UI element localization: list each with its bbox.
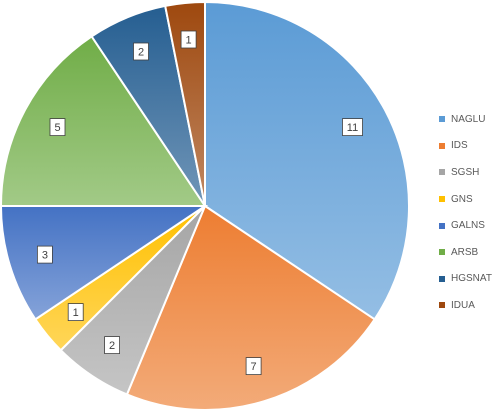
- svg-text:11: 11: [347, 122, 358, 134]
- legend-swatch: [439, 249, 445, 256]
- data-label-hgsnat: 2: [133, 42, 149, 61]
- legend-swatch: [439, 302, 445, 309]
- legend-item-gns: GNS: [439, 186, 492, 213]
- legend-item-arsb: ARSB: [439, 239, 492, 266]
- data-label-idua: 1: [180, 30, 197, 49]
- pie-slice-galns: [0, 205, 209, 321]
- legend-item-idua: IDUA: [439, 292, 492, 319]
- legend-label: HGSNAT: [451, 273, 492, 285]
- legend-label: SGSH: [451, 166, 480, 178]
- legend-label: ARSB: [451, 246, 479, 258]
- svg-text:1: 1: [186, 35, 192, 47]
- legend-item-ids: IDS: [439, 133, 492, 160]
- legend-label: IDUA: [451, 299, 475, 311]
- legend-swatch: [439, 116, 445, 123]
- legend-swatch: [439, 222, 445, 229]
- data-label-galns: 3: [37, 245, 53, 264]
- svg-text:2: 2: [138, 47, 144, 59]
- data-label-arsb: 5: [49, 118, 66, 136]
- pie-slices: [0, 0, 410, 410]
- pie-slice-ids: [125, 204, 377, 410]
- legend-swatch: [439, 275, 445, 282]
- chart-legend: NAGLU IDS SGSH GNS GALNS ARSB HGSNAT IDUA: [439, 106, 492, 319]
- legend-swatch: [439, 169, 445, 176]
- legend-swatch: [439, 142, 445, 149]
- legend-label: GALNS: [451, 220, 485, 232]
- legend-swatch: [439, 196, 445, 203]
- data-label-ids: 7: [245, 357, 262, 376]
- data-label-naglu: 11: [342, 118, 363, 136]
- svg-text:7: 7: [251, 361, 257, 373]
- legend-label: GNS: [451, 193, 473, 205]
- pie-slice-arsb: [0, 34, 207, 207]
- legend-item-sgsh: SGSH: [439, 159, 492, 186]
- legend-item-naglu: NAGLU: [439, 106, 492, 133]
- legend-label: NAGLU: [451, 113, 486, 125]
- svg-text:2: 2: [109, 340, 115, 352]
- legend-item-galns: GALNS: [439, 212, 492, 239]
- data-label-gns: 1: [67, 303, 84, 322]
- svg-text:3: 3: [42, 250, 48, 262]
- pie-data-labels: 11 7 2 1 3 5 2 1: [37, 30, 363, 376]
- svg-text:5: 5: [54, 122, 60, 134]
- legend-label: IDS: [451, 140, 468, 152]
- legend-item-hgsnat: HGSNAT: [439, 266, 492, 293]
- svg-text:1: 1: [73, 307, 79, 319]
- data-label-sgsh: 2: [104, 336, 120, 355]
- pie-slice-idua: [164, 0, 206, 207]
